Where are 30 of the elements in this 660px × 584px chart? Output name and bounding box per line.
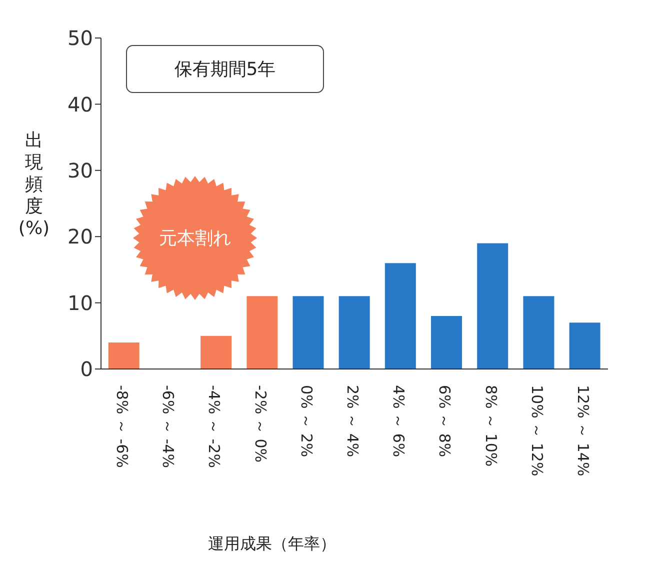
y-axis-title: 出現頻度(%) xyxy=(17,130,51,240)
bar xyxy=(200,336,232,369)
bar xyxy=(246,296,278,369)
y-tick-label: 20 xyxy=(68,224,93,249)
x-tick-label: -4% ～ -2% xyxy=(205,385,224,468)
x-tick-label: 6% ～ 8% xyxy=(436,385,454,458)
bar xyxy=(384,263,416,369)
bar xyxy=(523,296,554,369)
x-tick-label: -6% ～ -4% xyxy=(159,385,178,468)
y-tick-label: 50 xyxy=(68,26,93,50)
bar xyxy=(477,243,508,369)
bar xyxy=(338,296,370,369)
x-tick-label: -8% ～ -6% xyxy=(113,385,132,468)
x-tick-label: 8% ～ 10% xyxy=(482,385,500,467)
bar xyxy=(569,322,600,369)
x-tick-label: 0% ～ 2% xyxy=(297,385,316,458)
x-axis-title: 運用成果（年率） xyxy=(208,534,336,555)
y-tick-label: 0 xyxy=(80,357,93,382)
x-tick-label: 10% ～ 12% xyxy=(528,385,546,476)
x-tick-label: 2% ～ 4% xyxy=(344,385,362,458)
y-tick-label: 40 xyxy=(68,92,93,116)
x-tick-label: 12% ～ 14% xyxy=(574,385,592,476)
bar xyxy=(108,342,140,369)
y-tick-label: 30 xyxy=(68,158,93,182)
x-tick-label: -2% ～ 0% xyxy=(251,385,270,463)
y-tick-label: 10 xyxy=(68,290,93,315)
bar xyxy=(292,296,324,369)
bar xyxy=(431,316,462,369)
x-tick-label: 4% ～ 6% xyxy=(390,385,408,458)
starburst-badge: 元本割れ xyxy=(133,176,257,300)
